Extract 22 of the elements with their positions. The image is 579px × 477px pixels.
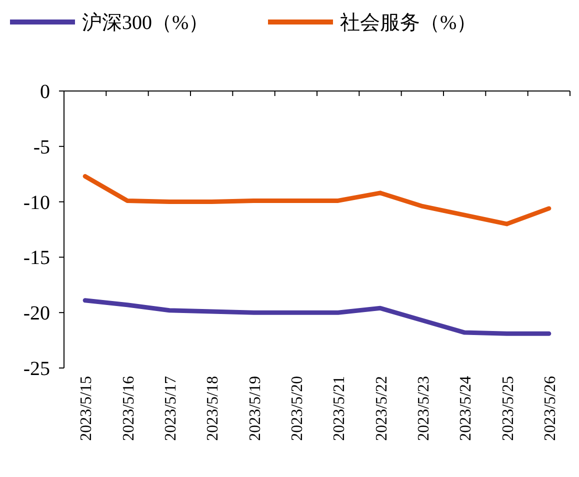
x-tick-label: 2023/5/16 bbox=[120, 376, 138, 441]
x-tick-label: 2023/5/20 bbox=[288, 376, 306, 441]
y-tick-label: -25 bbox=[23, 358, 50, 380]
x-tick-label: 2023/5/24 bbox=[458, 376, 475, 441]
x-tick-label: 2023/5/21 bbox=[331, 376, 348, 441]
y-tick-label: -5 bbox=[33, 136, 50, 158]
y-tick-label: -10 bbox=[23, 192, 50, 214]
y-tick-label: 0 bbox=[40, 81, 50, 103]
legend-label: 社会服务（%） bbox=[340, 12, 477, 34]
line-series bbox=[82, 298, 552, 336]
y-tick-label: -20 bbox=[23, 302, 50, 325]
x-tick-label: 2023/5/25 bbox=[500, 376, 517, 441]
x-tick-label: 2023/5/26 bbox=[542, 376, 559, 441]
x-tick-label: 2023/5/17 bbox=[162, 376, 180, 441]
y-tick-label: -15 bbox=[23, 247, 50, 270]
line-series bbox=[82, 174, 552, 226]
legend-label: 沪深300（%） bbox=[82, 11, 209, 34]
x-tick-label: 2023/5/19 bbox=[246, 376, 264, 441]
x-tick-label: 2023/5/15 bbox=[78, 376, 96, 441]
x-tick-label: 2023/5/22 bbox=[373, 376, 390, 441]
x-tick-label: 2023/5/23 bbox=[415, 376, 432, 441]
x-tick-label: 2023/5/18 bbox=[204, 376, 222, 441]
